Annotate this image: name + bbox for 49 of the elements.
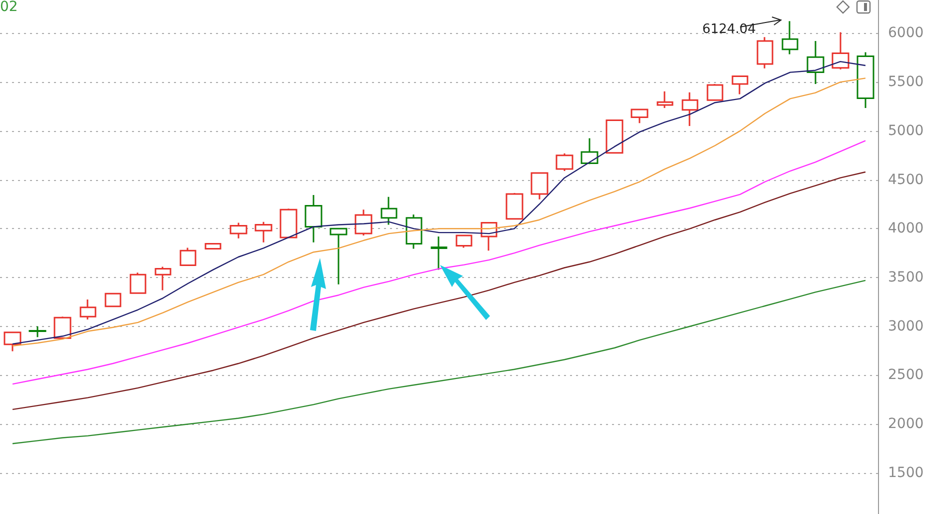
candlestick [656, 90, 674, 109]
candlestick [682, 92, 698, 127]
candlestick [130, 272, 146, 294]
candlestick [80, 298, 96, 320]
annotation: 6124.04 [702, 22, 756, 38]
candlestick [354, 208, 372, 236]
candlestick [104, 292, 122, 308]
candlestick [832, 31, 850, 70]
candlestick [4, 331, 22, 352]
candlestick [330, 227, 348, 286]
y-tick-label: 1500 [888, 464, 924, 481]
candlestick [204, 242, 222, 250]
candlestick [580, 138, 598, 165]
y-tick-label: 2000 [888, 416, 924, 432]
candlestick [380, 196, 398, 226]
candlestick [430, 236, 448, 270]
candlestick [406, 214, 422, 250]
candlestick [304, 194, 322, 244]
line-series [12, 140, 866, 385]
candlestick [556, 152, 574, 172]
line-series [12, 171, 866, 410]
candlestick [154, 266, 172, 291]
y-tick-label: 5000 [888, 122, 924, 139]
candlestick [280, 208, 298, 238]
y-tick-label: 4000 [888, 220, 924, 237]
candlestick [180, 246, 196, 267]
line-series [12, 280, 866, 444]
candlestick [856, 52, 874, 109]
y-tick-label: 2500 [888, 367, 924, 384]
y-tick-label: 6000 [888, 25, 924, 42]
candlestick [706, 83, 724, 102]
candlestick [756, 36, 774, 70]
candlestick [806, 40, 824, 85]
candlestick [54, 316, 72, 340]
annotation: 02 [0, 0, 18, 15]
candlestick [506, 192, 524, 220]
candlestick [254, 221, 272, 244]
y-tick-label: 3000 [888, 318, 924, 334]
y-tick-label: 5500 [888, 74, 924, 90]
candlestick [456, 234, 472, 248]
y-tick-label: 4500 [888, 172, 924, 188]
candlestick [782, 20, 798, 55]
candlestick [28, 326, 46, 338]
candlestick [630, 108, 648, 124]
y-tick-label: 3500 [888, 270, 924, 286]
candlestick [732, 74, 748, 96]
candlestick [230, 222, 248, 240]
candlestick [606, 118, 624, 154]
candlestick [530, 172, 548, 200]
